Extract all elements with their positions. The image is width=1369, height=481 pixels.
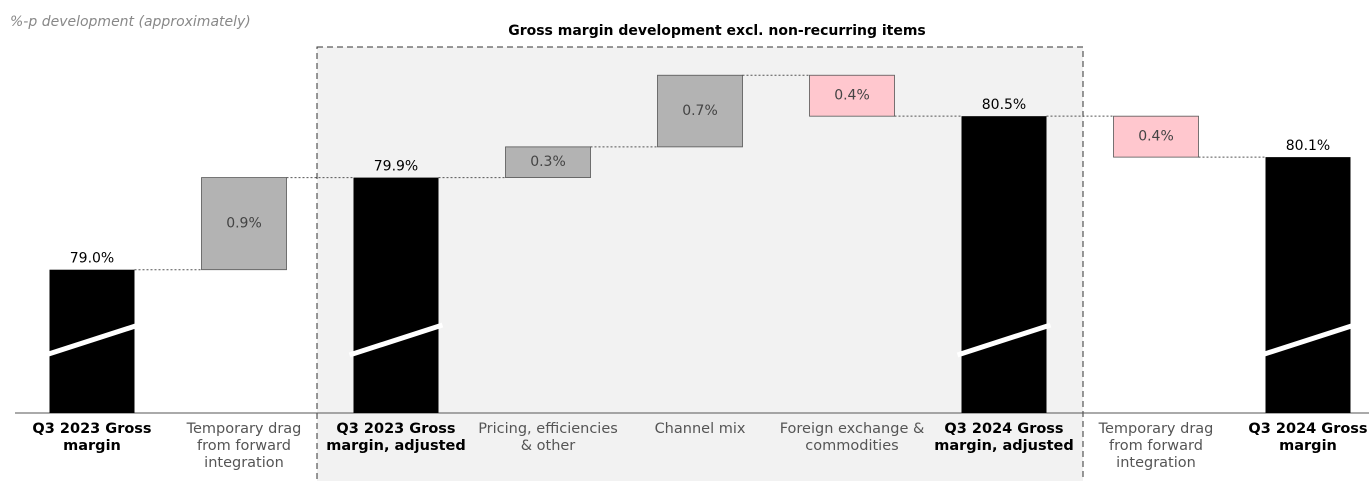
- x-tick-label: Temporary drag from forward integration: [186, 421, 302, 471]
- value-label: 80.1%: [1286, 138, 1330, 154]
- x-tick-label: Q3 2024 Gross margin, adjusted: [934, 421, 1074, 454]
- value-label: 0.9%: [226, 216, 262, 232]
- value-label: 79.0%: [70, 251, 114, 267]
- subtitle: %-p development (approximately): [10, 14, 251, 30]
- axis-break: [348, 322, 444, 358]
- axis-break: [1260, 322, 1356, 358]
- value-label: 79.9%: [374, 159, 418, 175]
- value-label: 0.3%: [530, 154, 566, 170]
- value-label: 0.4%: [1138, 129, 1174, 145]
- value-label: 0.7%: [682, 103, 718, 119]
- chart-title: Gross margin development excl. non-recur…: [508, 23, 926, 39]
- axis-break: [44, 322, 140, 358]
- bar: [505, 146, 591, 178]
- x-tick-label: Q3 2023 Gross margin: [32, 421, 152, 454]
- x-tick-label: Foreign exchange & commodities: [779, 421, 925, 454]
- axis-break: [956, 322, 1052, 358]
- x-tick-label: Q3 2024 Gross margin: [1248, 421, 1368, 454]
- bar: [961, 116, 1047, 414]
- bar: [657, 74, 743, 148]
- bar: [1113, 115, 1199, 158]
- x-tick-label: Temporary drag from forward integration: [1098, 421, 1214, 471]
- value-label: 0.4%: [834, 88, 870, 104]
- bar: [1265, 157, 1351, 413]
- x-tick-label: Q3 2023 Gross margin, adjusted: [326, 421, 466, 454]
- bar: [353, 177, 439, 413]
- bar: [201, 177, 287, 271]
- x-tick-label: Channel mix: [654, 421, 746, 437]
- x-tick-label: Pricing, efficiencies & other: [478, 421, 618, 454]
- value-label: 80.5%: [982, 97, 1026, 113]
- bar: [809, 74, 895, 117]
